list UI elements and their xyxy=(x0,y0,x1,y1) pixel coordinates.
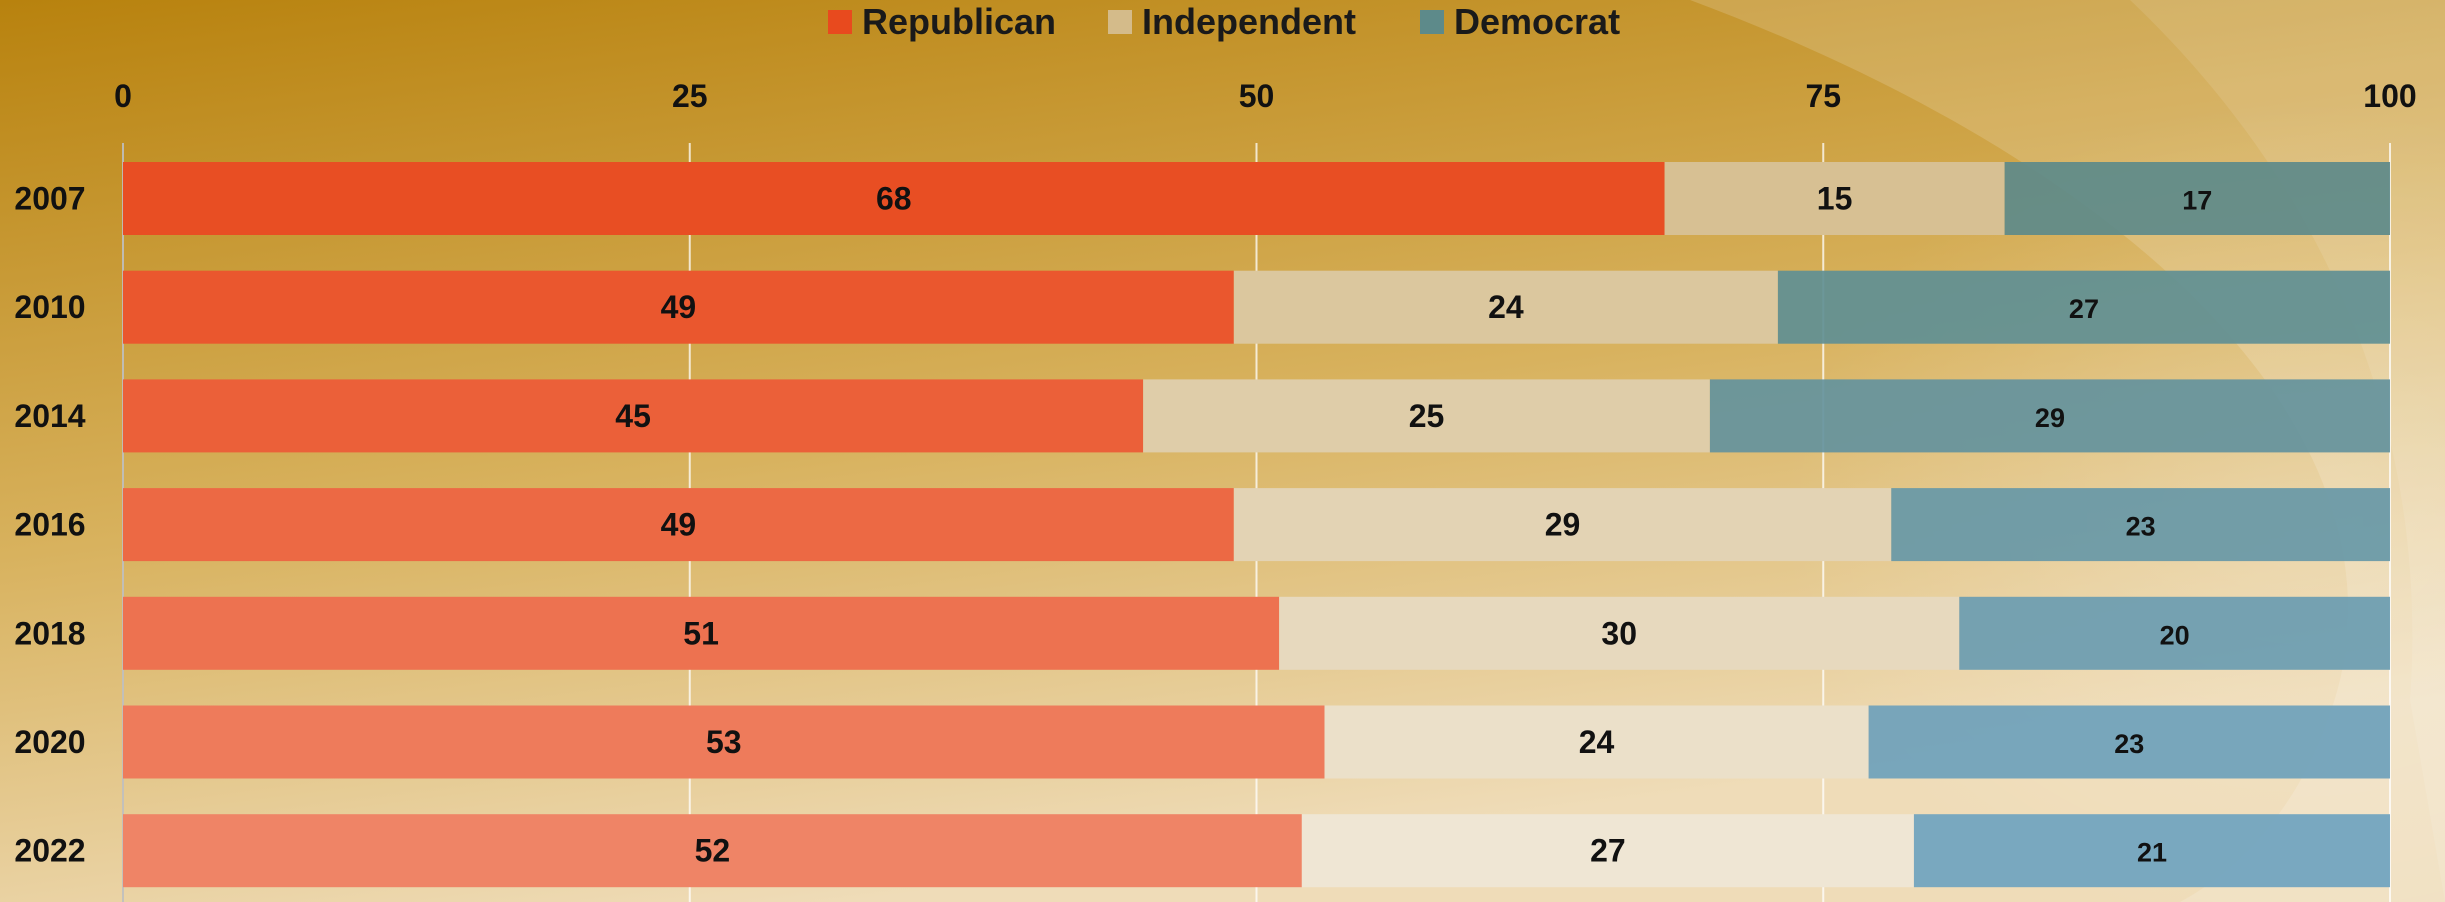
bar-democrat-2022 xyxy=(1913,814,2390,888)
legend-swatch-independent xyxy=(1108,10,1132,34)
bar-independent-2022 xyxy=(1301,814,1914,888)
data-label-republican: 68 xyxy=(876,181,912,217)
legend-swatch-republican xyxy=(828,10,852,34)
x-tick-label: 100 xyxy=(2363,78,2416,114)
x-tick-label: 50 xyxy=(1239,78,1275,114)
data-label-independent: 25 xyxy=(1409,398,1445,434)
data-label-independent: 27 xyxy=(1590,833,1626,869)
bar-democrat-2016 xyxy=(1891,488,2390,562)
data-label-republican: 49 xyxy=(661,289,697,325)
bar-democrat-2007 xyxy=(2004,162,2390,235)
legend-label-democrat: Democrat xyxy=(1454,1,1620,42)
bar-democrat-2014 xyxy=(1709,379,2390,453)
bar-republican-2014 xyxy=(123,379,1144,453)
bar-republican-2010 xyxy=(123,270,1234,344)
data-label-democrat: 23 xyxy=(2126,512,2156,542)
data-label-independent: 24 xyxy=(1488,289,1524,325)
data-labels: 68 15 17 49 24 27 45 25 29 49 29 23 51 30 20 53 24 23 52 27… xyxy=(615,181,2212,869)
data-label-republican: 53 xyxy=(706,724,742,760)
category-label: 2022 xyxy=(14,833,85,869)
bar-democrat-2010 xyxy=(1777,270,2390,344)
bar-independent-2007 xyxy=(1664,162,2005,235)
category-label: 2014 xyxy=(14,398,85,434)
category-label: 2007 xyxy=(14,181,85,217)
data-label-republican: 49 xyxy=(661,507,697,543)
legend: Republican Independent Democrat xyxy=(828,1,1620,42)
data-label-democrat: 29 xyxy=(2035,403,2065,433)
legend-label-independent: Independent xyxy=(1142,1,1356,42)
x-tick-label: 0 xyxy=(114,78,132,114)
bar-democrat-2020 xyxy=(1868,705,2390,779)
category-label: 2016 xyxy=(14,507,85,543)
x-axis-ticks: 0 25 50 75 100 xyxy=(114,78,2417,114)
bar-republican-2020 xyxy=(123,705,1325,779)
x-tick-label: 25 xyxy=(672,78,708,114)
data-label-democrat: 21 xyxy=(2137,838,2167,868)
data-label-independent: 30 xyxy=(1601,615,1637,651)
data-label-democrat: 20 xyxy=(2160,620,2190,650)
bar-independent-2018 xyxy=(1279,596,1960,670)
data-label-independent: 24 xyxy=(1579,724,1615,760)
bar-republican-2007 xyxy=(123,162,1665,235)
bars xyxy=(123,162,2390,888)
category-label: 2018 xyxy=(14,615,85,651)
data-label-republican: 45 xyxy=(615,398,651,434)
legend-label-republican: Republican xyxy=(862,1,1056,42)
data-label-democrat: 27 xyxy=(2069,294,2099,324)
data-label-democrat: 23 xyxy=(2114,729,2144,759)
data-label-republican: 52 xyxy=(695,833,731,869)
category-label: 2010 xyxy=(14,289,85,325)
category-label: 2020 xyxy=(14,724,85,760)
bar-democrat-2018 xyxy=(1959,596,2390,670)
bar-republican-2018 xyxy=(123,596,1280,670)
y-axis-category-labels: 2007 2010 2014 2016 2018 2020 2022 xyxy=(14,181,85,869)
legend-swatch-democrat xyxy=(1420,10,1444,34)
bar-republican-2022 xyxy=(123,814,1302,888)
data-label-republican: 51 xyxy=(683,615,719,651)
bar-independent-2016 xyxy=(1233,488,1892,562)
bar-independent-2010 xyxy=(1233,270,1778,344)
data-label-independent: 29 xyxy=(1545,507,1581,543)
data-label-independent: 15 xyxy=(1817,181,1853,217)
bar-independent-2014 xyxy=(1143,379,1710,453)
data-label-democrat: 17 xyxy=(2182,186,2212,216)
bar-republican-2016 xyxy=(123,488,1234,562)
x-tick-label: 75 xyxy=(1805,78,1841,114)
bar-independent-2020 xyxy=(1324,705,1869,779)
